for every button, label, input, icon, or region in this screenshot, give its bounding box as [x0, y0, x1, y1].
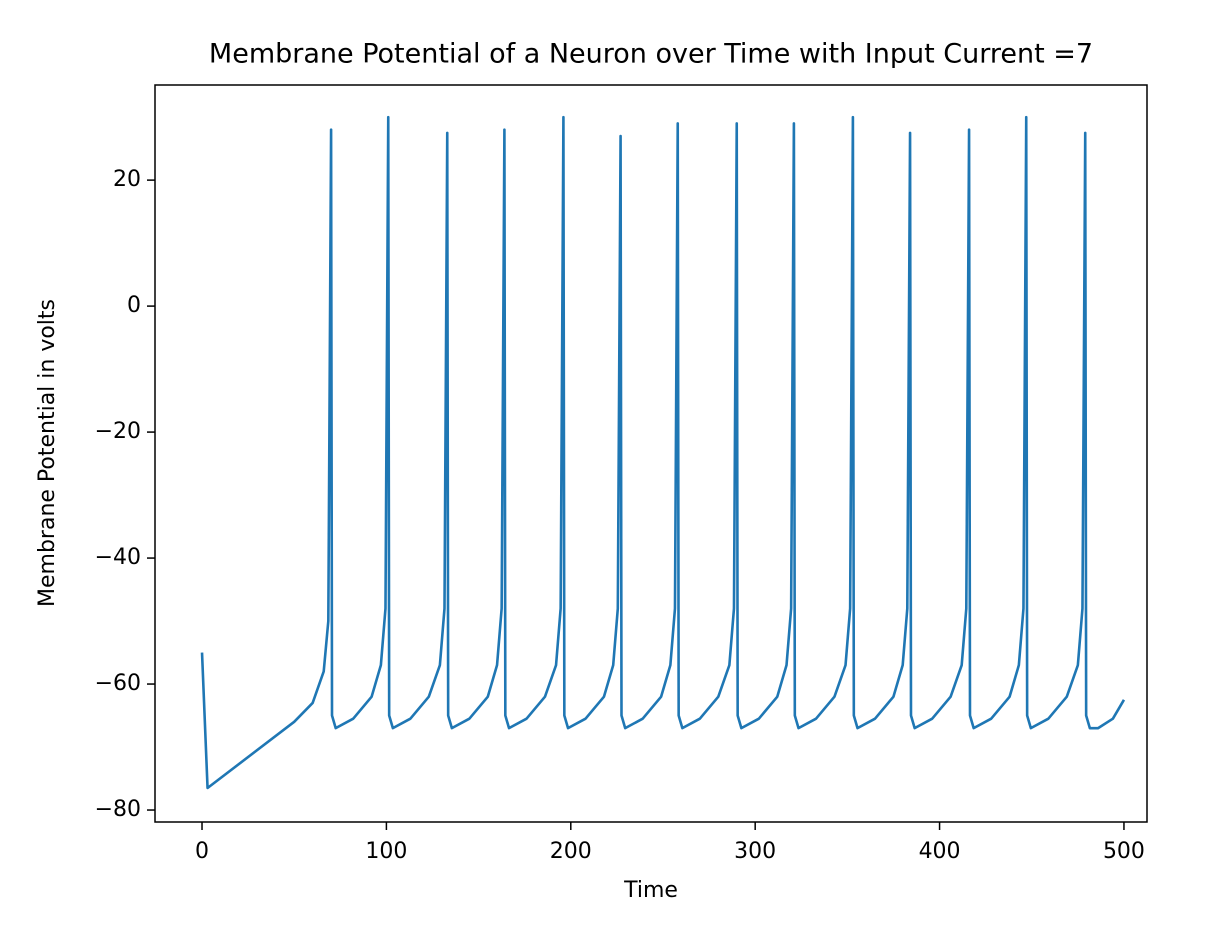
x-tick-label: 300 — [734, 839, 776, 864]
y-tick-label: −80 — [95, 797, 141, 822]
data-line — [200, 115, 1126, 790]
x-tick-label: 400 — [919, 839, 961, 864]
y-tick-label: 0 — [127, 293, 141, 318]
y-axis-label: Membrane Potential in volts — [35, 299, 60, 607]
y-tick-label: −40 — [95, 545, 141, 570]
x-tick-label: 200 — [550, 839, 592, 864]
x-tick-label: 0 — [195, 839, 209, 864]
x-tick-label: 500 — [1103, 839, 1145, 864]
plot-frame — [154, 84, 1148, 823]
chart-title: Membrane Potential of a Neuron over Time… — [209, 39, 1093, 70]
y-tick-label: −60 — [95, 671, 141, 696]
y-tick-label: 20 — [113, 167, 141, 192]
x-axis-label: Time — [623, 878, 678, 903]
y-tick-label: −20 — [95, 419, 141, 444]
x-tick-label: 100 — [365, 839, 407, 864]
